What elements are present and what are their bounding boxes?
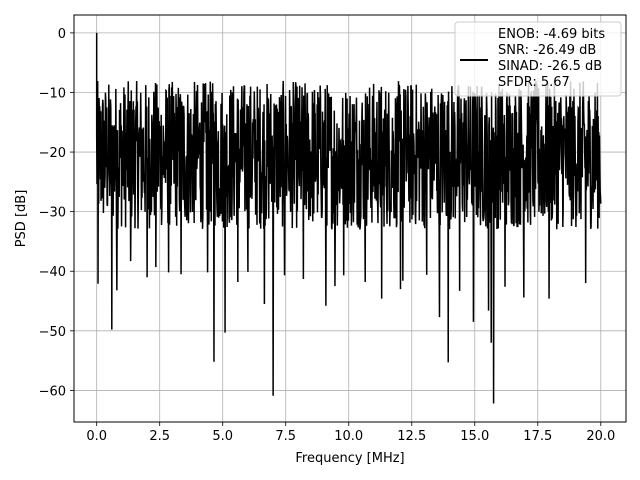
legend-entry-snr: SNR: -26.49 dB — [498, 43, 596, 58]
x-tick-label: 12.5 — [397, 429, 426, 444]
x-tick-label: 20.0 — [586, 429, 615, 444]
psd-line — [95, 32, 602, 404]
y-tick-label: −60 — [39, 384, 66, 399]
x-tick-label: 17.5 — [523, 429, 552, 444]
series-group — [95, 32, 602, 404]
y-axis-label: PSD [dB] — [14, 190, 29, 248]
plot-frame — [73, 14, 627, 423]
x-tick-label: 0.0 — [86, 429, 107, 444]
y-tick-label: −40 — [39, 265, 66, 280]
y-tick-label: −20 — [39, 146, 66, 161]
legend-box — [454, 21, 622, 97]
legend-entry-enob: ENOB: -4.69 bits — [498, 27, 605, 42]
y-axis: 0 −10 −20 −30 −40 −50 −60 — [39, 27, 74, 399]
x-tick-label: 2.5 — [149, 429, 170, 444]
x-tick-label: 5.0 — [212, 429, 233, 444]
x-tick-label: 15.0 — [460, 429, 489, 444]
x-axis: 0.0 2.5 5.0 7.5 10.0 12.5 15.0 17.5 20.0 — [86, 422, 615, 444]
y-tick-label: 0 — [58, 27, 66, 42]
y-tick-label: −30 — [39, 206, 66, 221]
x-tick-label: 7.5 — [275, 429, 296, 444]
legend: ENOB: -4.69 bits SNR: -26.49 dB SINAD: -… — [454, 21, 622, 97]
legend-entry-sfdr: SFDR: 5.67 — [498, 75, 570, 90]
x-axis-label: Frequency [MHz] — [295, 451, 404, 466]
legend-entry-sinad: SINAD: -26.5 dB — [498, 59, 602, 74]
x-tick-label: 10.0 — [334, 429, 363, 444]
y-tick-label: −10 — [39, 86, 66, 101]
y-tick-label: −50 — [39, 325, 66, 340]
